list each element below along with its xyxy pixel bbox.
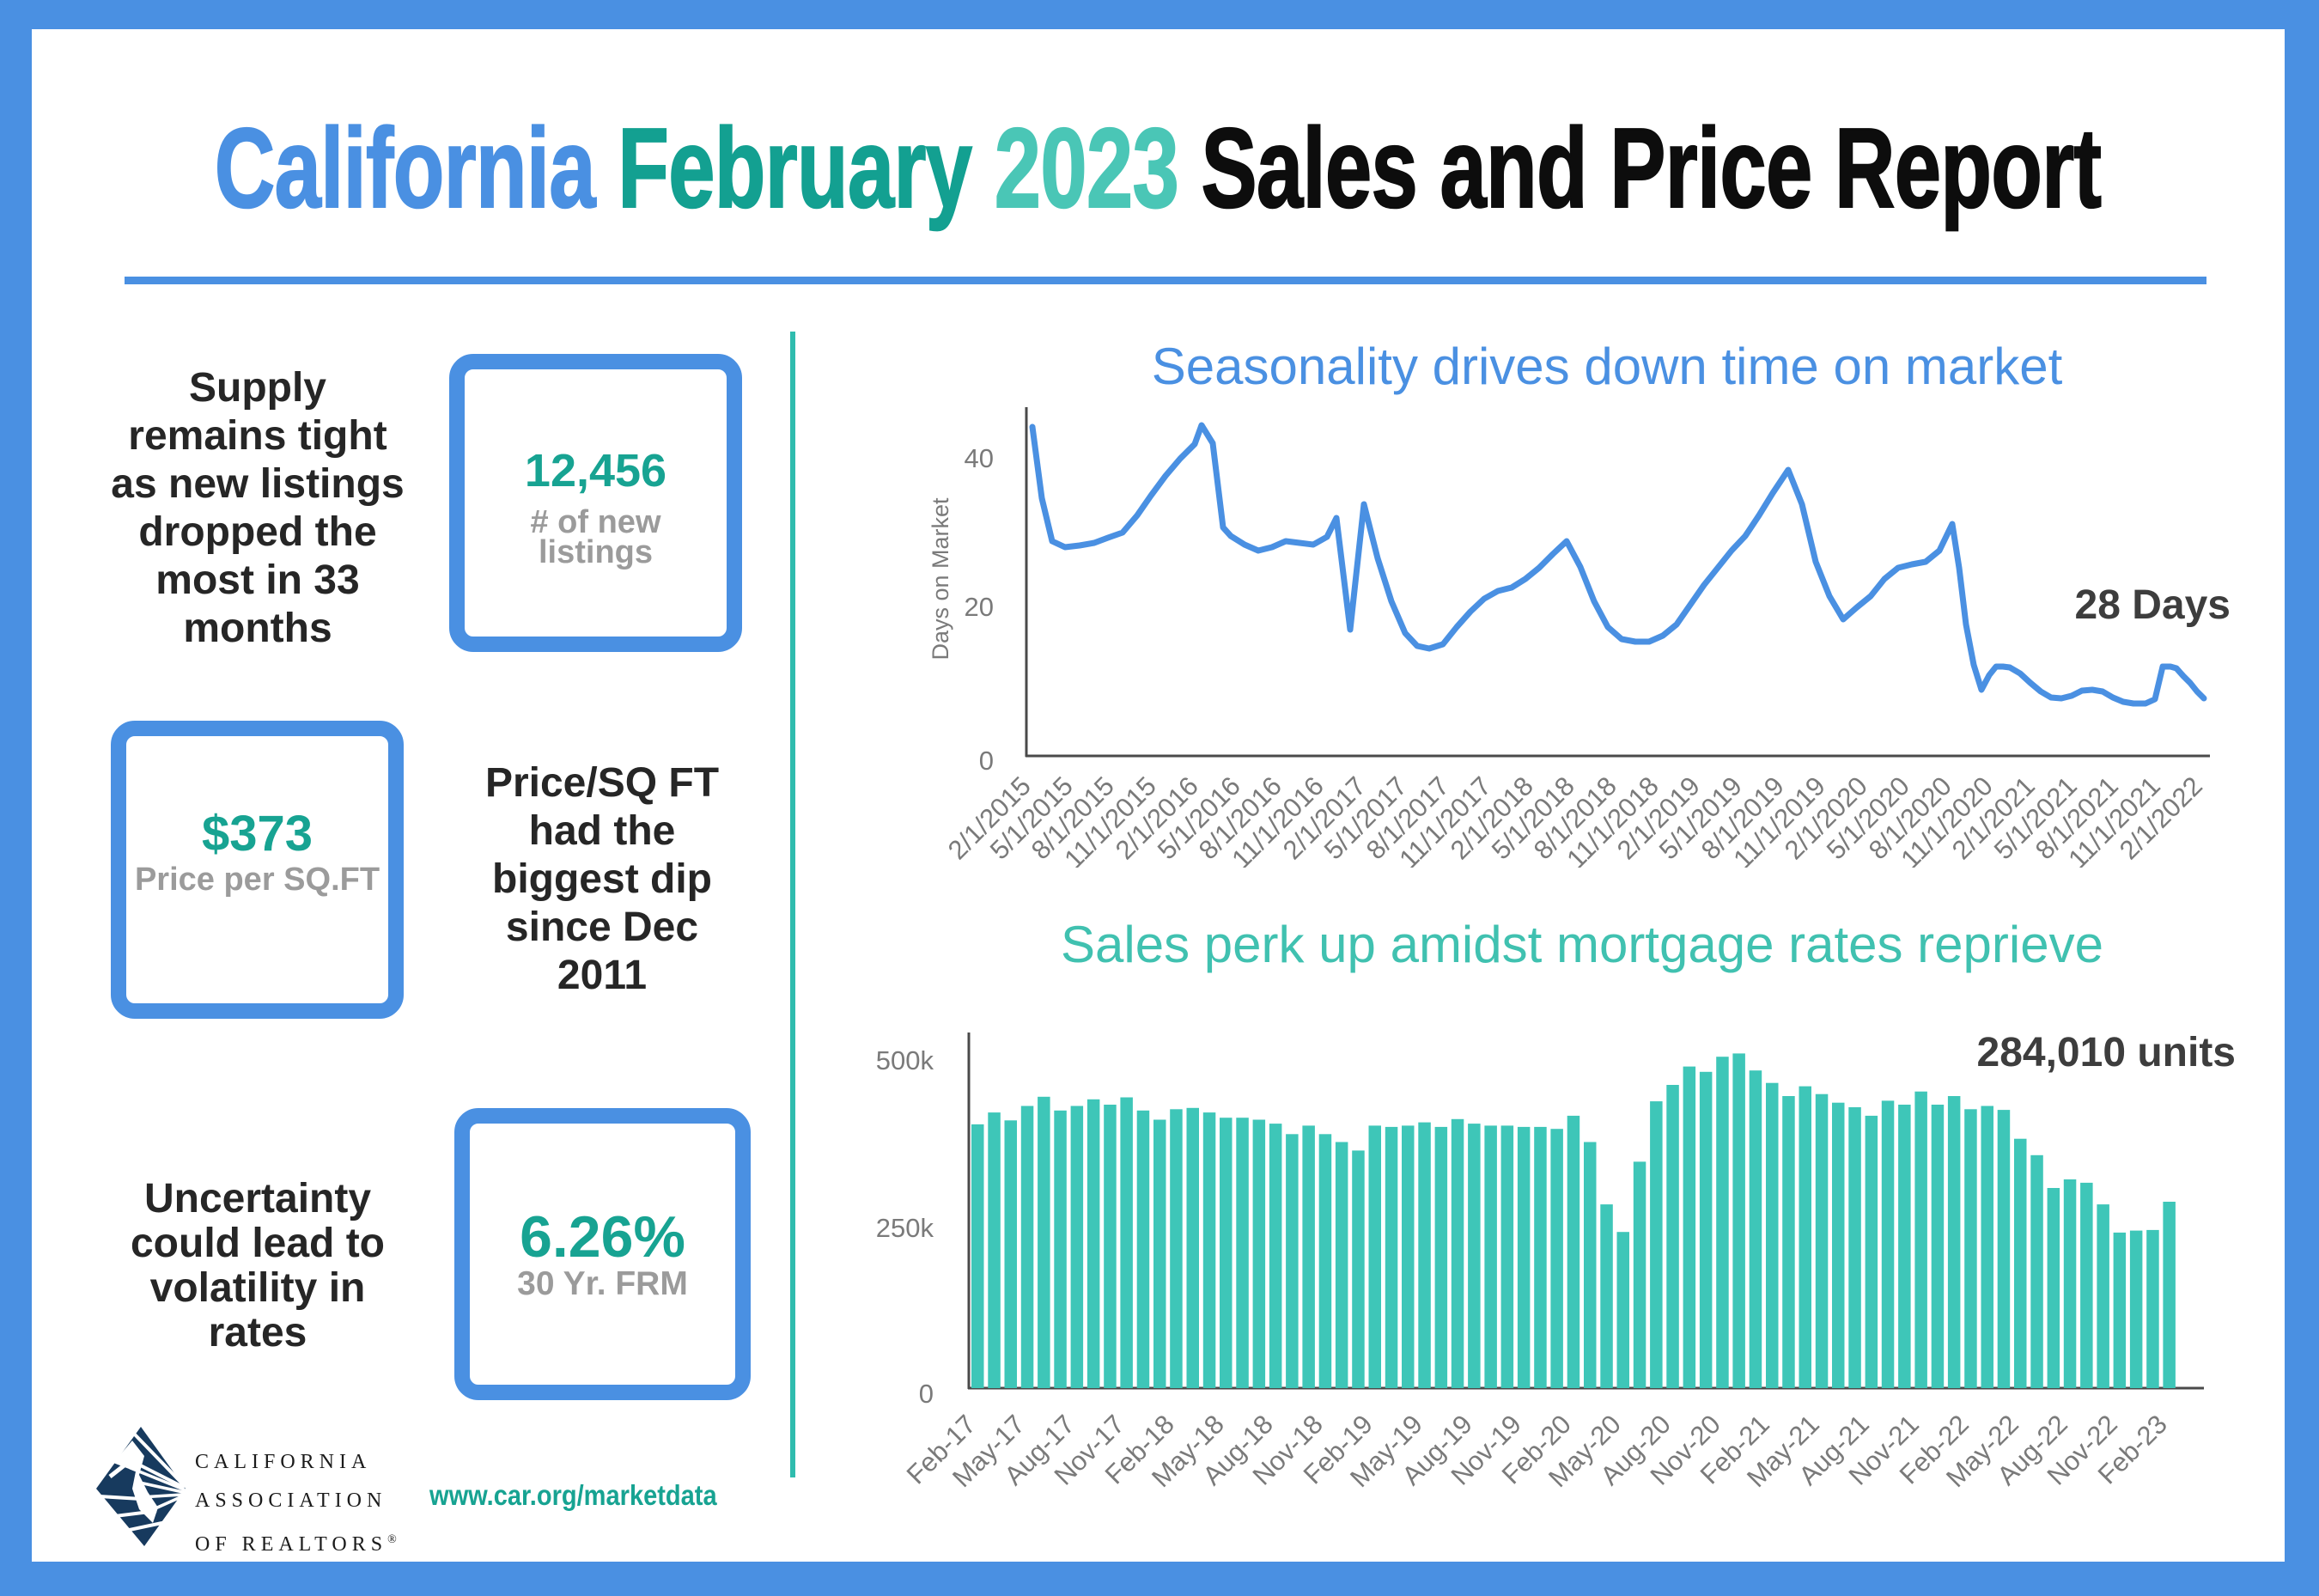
- svg-text:0: 0: [979, 746, 994, 776]
- svg-text:28 Days: 28 Days: [2075, 582, 2231, 628]
- svg-text:0: 0: [919, 1379, 934, 1409]
- svg-text:284,010 units: 284,010 units: [1977, 1030, 2237, 1075]
- svg-text:Seasonality drives down time o: Seasonality drives down time on market: [1152, 338, 2063, 395]
- svg-text:500k: 500k: [876, 1045, 934, 1075]
- svg-text:40: 40: [965, 443, 994, 473]
- svg-text:20: 20: [965, 592, 994, 622]
- svg-text:250k: 250k: [876, 1213, 934, 1243]
- svg-text:Sales perk up amidst mortgage: Sales perk up amidst mortgage rates repr…: [1061, 916, 2103, 973]
- svg-text:Days on Market: Days on Market: [928, 497, 953, 661]
